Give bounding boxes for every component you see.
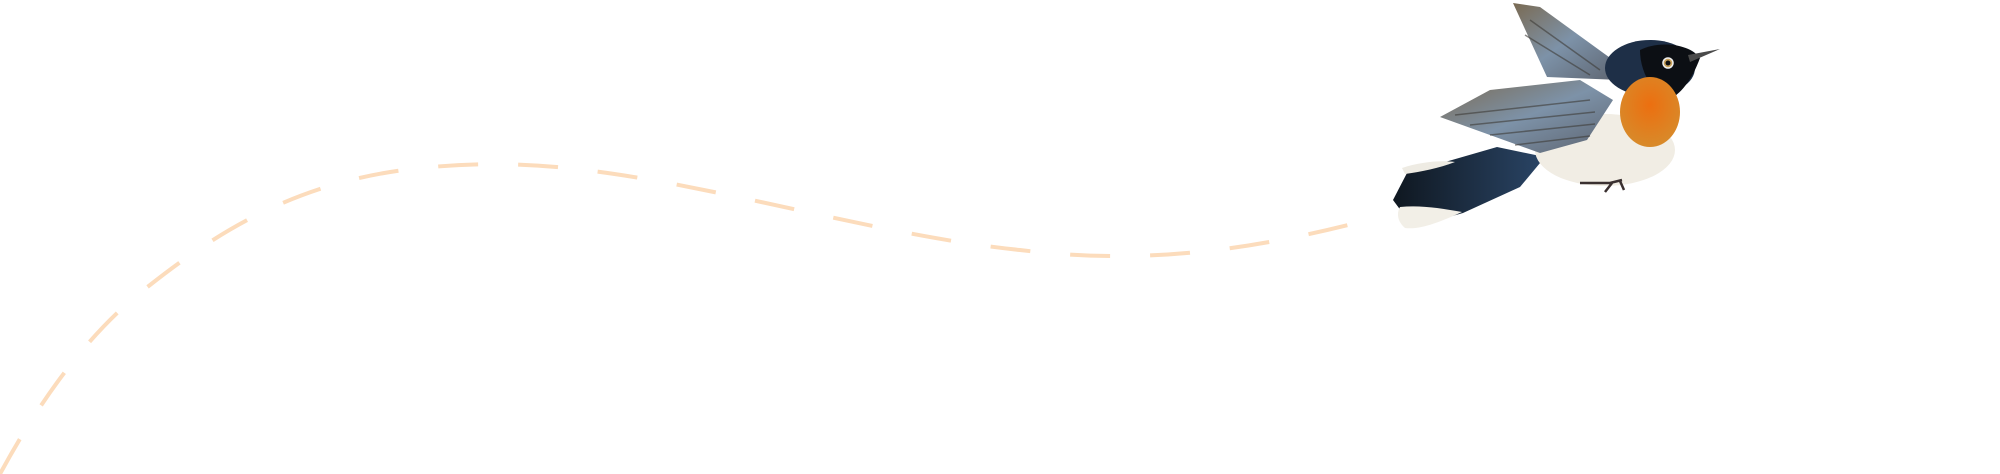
bird-lower-wing bbox=[1440, 80, 1613, 153]
dashed-flight-path bbox=[0, 162, 1361, 474]
bird-tail-tips bbox=[1397, 206, 1462, 229]
bird-illustration bbox=[1393, 3, 1720, 229]
bird-legs bbox=[1580, 178, 1626, 193]
bird-breast bbox=[1620, 77, 1680, 147]
bird-upper-wing bbox=[1513, 3, 1620, 80]
bird-beak bbox=[1688, 49, 1720, 62]
